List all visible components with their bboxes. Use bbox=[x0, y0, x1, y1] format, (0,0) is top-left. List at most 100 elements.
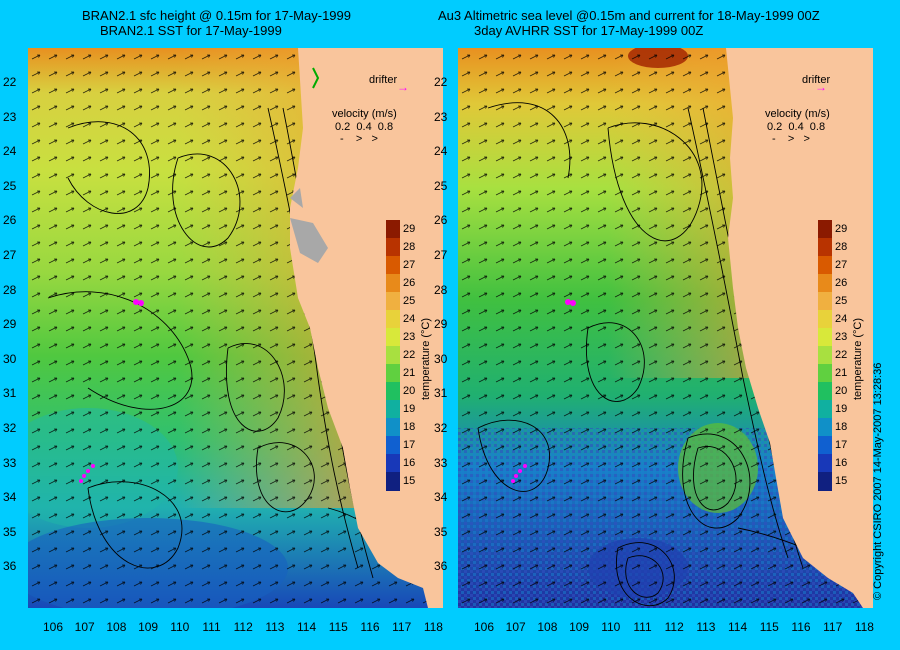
left-drifter-symbol: → bbox=[397, 80, 409, 94]
colorbar-tick-label: 28 bbox=[835, 241, 848, 253]
right-map-panel bbox=[458, 48, 873, 608]
colorbar-segment bbox=[818, 454, 832, 473]
colorbar-segment bbox=[386, 418, 400, 437]
colorbar-tick-label: 29 bbox=[835, 223, 848, 235]
latitude-tick-label: 28 bbox=[3, 282, 17, 297]
colorbar-tick-label: 24 bbox=[403, 313, 416, 325]
latitude-tick-label: 23 bbox=[434, 109, 448, 124]
longitude-tick-label: 118 bbox=[423, 620, 443, 634]
latitude-tick-label: 27 bbox=[434, 248, 448, 262]
colorbar-segment bbox=[818, 256, 832, 275]
colorbar-tick-label: 21 bbox=[835, 367, 848, 379]
colorbar-segment bbox=[818, 220, 832, 239]
longitude-tick-label: 117 bbox=[823, 620, 843, 634]
colorbar-tick-label: 23 bbox=[403, 331, 416, 343]
right-title-line1: Au3 Altimetric sea level @0.15m and curr… bbox=[438, 8, 820, 23]
colorbar-tick-label: 24 bbox=[835, 313, 848, 325]
colorbar-tick-label: 16 bbox=[835, 457, 848, 469]
colorbar-segment bbox=[386, 346, 400, 365]
right-title-line2: 3day AVHRR SST for 17-May-1999 00Z bbox=[474, 23, 704, 38]
latitude-tick-label: 36 bbox=[3, 559, 17, 574]
colorbar-segment bbox=[386, 454, 400, 473]
latitude-tick-label: 24 bbox=[434, 144, 448, 159]
longitude-tick-label: 106 bbox=[42, 620, 64, 634]
colorbar-segment bbox=[386, 436, 400, 455]
longitude-tick-label: 108 bbox=[106, 620, 127, 634]
colorbar-segment bbox=[818, 328, 832, 347]
colorbar-segment bbox=[818, 472, 832, 491]
colorbar-tick-label: 18 bbox=[835, 421, 848, 433]
right-drifter-label: drifter bbox=[802, 74, 831, 86]
longitude-tick-label: 115 bbox=[328, 620, 348, 634]
colorbar-tick-label: 17 bbox=[835, 439, 848, 451]
colorbar-segment bbox=[386, 328, 400, 347]
left-velocity-arrows: - > > bbox=[340, 133, 378, 145]
latitude-tick-label: 24 bbox=[3, 144, 17, 159]
longitude-tick-label: 107 bbox=[74, 620, 95, 634]
colorbar-segment bbox=[386, 256, 400, 275]
right-velocity-arrows: - > > bbox=[772, 133, 810, 145]
colorbar-tick-label: 26 bbox=[403, 277, 416, 289]
latitude-tick-label: 33 bbox=[3, 455, 17, 470]
right-colorbar-title: temperature (°C) bbox=[852, 317, 864, 400]
longitude-tick-label: 112 bbox=[233, 620, 253, 634]
latitude-tick-label: 35 bbox=[434, 524, 448, 539]
latitude-tick-label: 22 bbox=[3, 75, 17, 89]
colorbar-tick-label: 29 bbox=[403, 223, 416, 235]
longitude-tick-label: 114 bbox=[728, 620, 748, 634]
colorbar-segment bbox=[386, 274, 400, 293]
latitude-tick-label: 22 bbox=[434, 75, 448, 89]
colorbar-segment bbox=[386, 400, 400, 419]
latitude-tick-label: 29 bbox=[434, 317, 448, 332]
colorbar-segment bbox=[386, 472, 400, 491]
latitude-tick-label: 25 bbox=[434, 178, 448, 193]
colorbar-segment bbox=[818, 418, 832, 437]
latitude-tick-label: 23 bbox=[3, 109, 17, 124]
left-colorbar: 29 28 27 26 25 24 23 22 21 20 19 18 17 16 15 bbox=[386, 220, 415, 491]
colorbar-segment bbox=[386, 364, 400, 383]
latitude-tick-label: 31 bbox=[434, 386, 448, 401]
latitude-tick-label: 31 bbox=[3, 386, 17, 401]
colorbar-segment bbox=[386, 238, 400, 257]
colorbar-tick-label: 20 bbox=[403, 385, 416, 397]
colorbar-segment bbox=[818, 436, 832, 455]
right-velocity-scale: 0.2 0.4 0.8 bbox=[767, 121, 826, 133]
longitude-tick-label: 109 bbox=[569, 620, 590, 634]
latitude-tick-label: 27 bbox=[3, 248, 17, 262]
colorbar-tick-label: 15 bbox=[835, 475, 848, 487]
latitude-tick-label: 34 bbox=[434, 490, 448, 505]
longitude-tick-label: 111 bbox=[202, 620, 221, 634]
left-title-line2: BRAN2.1 SST for 17-May-1999 bbox=[100, 23, 282, 38]
longitude-tick-label: 116 bbox=[360, 620, 380, 634]
colorbar-tick-label: 22 bbox=[403, 349, 416, 361]
latitude-tick-label: 32 bbox=[3, 421, 17, 435]
colorbar-tick-label: 17 bbox=[403, 439, 416, 451]
colorbar-segment bbox=[818, 364, 832, 383]
colorbar-segment bbox=[818, 346, 832, 365]
colorbar-tick-label: 27 bbox=[835, 259, 848, 271]
latitude-tick-label: 26 bbox=[3, 213, 17, 228]
latitude-tick-label: 25 bbox=[3, 178, 17, 193]
left-velocity-label: velocity (m/s) bbox=[332, 108, 397, 120]
longitude-tick-label: 113 bbox=[696, 620, 716, 634]
colorbar-segment bbox=[386, 292, 400, 311]
colorbar-segment bbox=[386, 310, 400, 329]
right-colorbar: 29 28 27 26 25 24 23 22 21 20 19 18 17 16 15 bbox=[818, 220, 847, 491]
longitude-tick-label: 114 bbox=[297, 620, 317, 634]
latitude-tick-label: 29 bbox=[3, 317, 17, 332]
right-velocity-label: velocity (m/s) bbox=[765, 108, 830, 120]
colorbar-tick-label: 23 bbox=[835, 331, 848, 343]
latitude-tick-label: 35 bbox=[3, 524, 17, 539]
colorbar-segment bbox=[818, 400, 832, 419]
latitude-tick-label: 33 bbox=[434, 455, 448, 470]
latitude-tick-label: 26 bbox=[434, 213, 448, 228]
colorbar-tick-label: 19 bbox=[403, 403, 416, 415]
colorbar-segment bbox=[818, 292, 832, 311]
colorbar-segment bbox=[818, 238, 832, 257]
left-title-line1: BRAN2.1 sfc height @ 0.15m for 17-May-19… bbox=[82, 8, 351, 23]
latitude-tick-label: 30 bbox=[434, 351, 448, 366]
colorbar-tick-label: 27 bbox=[403, 259, 416, 271]
longitude-tick-label: 109 bbox=[138, 620, 159, 634]
colorbar-segment bbox=[818, 382, 832, 401]
colorbar-tick-label: 16 bbox=[403, 457, 416, 469]
